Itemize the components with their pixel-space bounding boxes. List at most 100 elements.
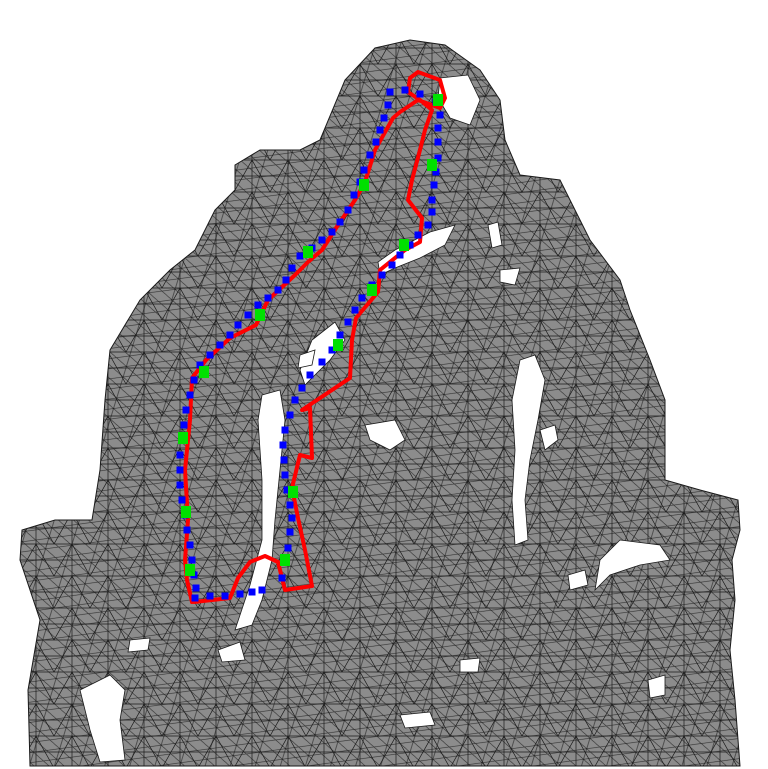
blue-marker [416,90,424,98]
blue-marker [180,421,188,429]
blue-marker [388,261,396,269]
green-marker [280,554,290,566]
green-marker [185,564,195,576]
blue-marker [216,341,224,349]
blue-marker [182,406,190,414]
green-marker [178,432,188,444]
hole-right-tiny [647,674,666,699]
blue-marker [281,426,289,434]
blue-marker [424,221,432,229]
hole-right-long [511,354,546,546]
green-marker [427,159,437,171]
blue-marker [206,592,214,600]
blue-marker [366,151,374,159]
blue-marker [234,321,242,329]
blue-marker [350,191,358,199]
blue-marker [291,396,299,404]
blue-marker [358,294,366,302]
blue-marker [406,241,414,249]
blue-marker [186,541,194,549]
blue-marker [298,384,306,392]
blue-marker [248,588,256,596]
hole-bottom-left [79,674,126,763]
hole-left-small [127,637,151,653]
blue-marker [428,196,436,204]
green-marker [303,246,313,258]
blue-marker [386,88,394,96]
blue-marker [188,556,196,564]
blue-marker [384,101,392,109]
blue-marker [288,514,296,522]
blue-marker [434,138,442,146]
blue-marker [176,451,184,459]
blue-marker [360,166,368,174]
hole-center-tiny [297,349,316,369]
green-marker [359,179,369,191]
blue-marker [286,528,294,536]
blue-marker [236,590,244,598]
blue-marker [344,318,352,326]
blue-marker [328,346,336,354]
blue-marker [176,481,184,489]
blue-marker [282,276,290,284]
blue-marker [286,411,294,419]
hole-mid-right [567,569,589,591]
blue-marker [186,391,194,399]
green-marker [255,309,265,321]
blue-marker [318,358,326,366]
blue-marker [279,441,287,449]
blue-marker [281,471,289,479]
blue-marker [336,331,344,339]
green-marker-series [178,94,443,576]
blue-marker [306,371,314,379]
blue-marker [434,124,442,132]
green-marker [288,486,298,498]
green-marker [367,284,377,296]
blue-marker [244,311,252,319]
hole-upper-right [487,221,503,249]
blue-marker [432,168,440,176]
blue-marker [430,181,438,189]
blue-marker [288,264,296,272]
hole-central-stripe [299,321,346,386]
blue-marker [274,286,282,294]
blue-marker [436,111,444,119]
blue-marker [191,594,199,602]
blue-marker [328,228,336,236]
blue-marker [283,486,291,494]
green-marker [199,366,209,378]
blue-marker [196,361,204,369]
blue-marker [336,218,344,226]
hole-mid-left [217,641,246,663]
hole-lower-right [594,539,671,592]
blue-marker [414,231,422,239]
green-marker [399,239,409,251]
blue-marker [176,466,184,474]
blue-marker [284,544,292,552]
green-marker [433,94,443,106]
hole-upper-channel [377,224,456,276]
hole-center [364,419,406,451]
blue-marker [286,501,294,509]
blue-marker [254,301,262,309]
blue-marker [192,584,200,592]
hole-far-right [499,267,521,286]
blue-marker [206,351,214,359]
green-marker [181,506,191,518]
mesh-surface [19,39,741,767]
blue-marker [434,154,442,162]
blue-marker [221,592,229,600]
blue-marker [401,86,409,94]
blue-marker [190,376,198,384]
blue-marker [318,236,326,244]
blue-marker [264,294,272,302]
blue-marker [258,586,266,594]
green-marker [333,339,343,351]
blue-marker [296,252,304,260]
mesh-holes [79,74,671,763]
hole-bottom-mid [399,711,436,729]
blue-marker [178,496,186,504]
blue-marker [183,526,191,534]
hole-lower-center [459,657,481,673]
